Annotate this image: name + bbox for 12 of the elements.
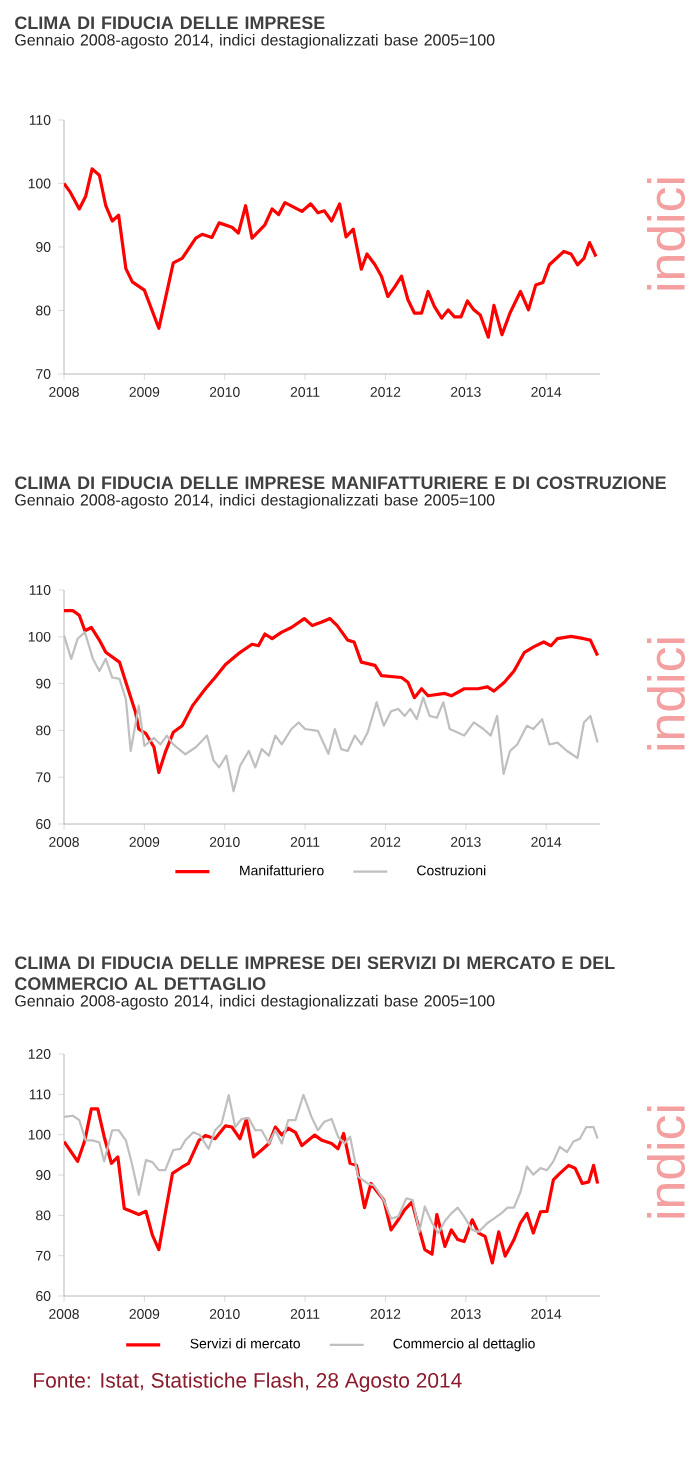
line-series xyxy=(64,631,599,793)
line-series xyxy=(64,167,598,339)
text: indici xyxy=(646,638,686,750)
chart-title: CLIMA DI FIDUCIA DELLE IMPRESE DEI SERVIZI DI MERCATO E DEL COMMERCIO AL DETTAGLIO xyxy=(15,956,615,991)
line-series xyxy=(64,1107,600,1265)
chart-title: CLIMA DI FIDUCIA DELLE IMPRESE MANIFATTURIERE E DI COSTRUZIONE xyxy=(15,476,666,490)
source-note: Fonte: Istat, Statistiche Flash, 28 Agosto 2014 xyxy=(34,1372,462,1392)
chart-title: CLIMA DI FIDUCIA DELLE IMPRESE xyxy=(15,16,325,30)
line-series xyxy=(64,1093,599,1235)
line-series xyxy=(64,609,600,775)
text: indici xyxy=(646,178,686,290)
text: indici xyxy=(646,1106,686,1218)
